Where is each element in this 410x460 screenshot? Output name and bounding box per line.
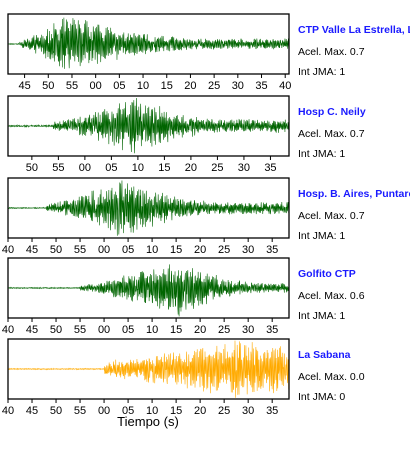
panel-5: 40 45 50 55 00 05 10 15 20 25 30 35 La Sabana Acel. M… [2, 338, 365, 417]
x-tick-label-3-3: 55 [74, 244, 86, 256]
x-tick-label-3-6: 10 [146, 244, 158, 256]
x-tick-label-2-9: 35 [264, 162, 276, 174]
x-tick-label-4-0: 40 [2, 324, 14, 336]
x-tick-label-1-2: 55 [66, 80, 78, 92]
x-tick-label-2-1: 55 [52, 162, 64, 174]
x-tick-label-5-6: 10 [146, 405, 158, 417]
x-tick-label-5-8: 20 [194, 405, 206, 417]
x-tick-label-1-3: 00 [90, 80, 102, 92]
x-tick-label-1-7: 20 [184, 80, 196, 92]
int-jma-4: Int JMA: 1 [298, 310, 345, 322]
panel-frame-1 [7, 13, 290, 75]
x-tick-label-5-7: 15 [170, 405, 182, 417]
int-jma-2: Int JMA: 1 [298, 148, 345, 160]
x-tick-label-1-6: 15 [161, 80, 173, 92]
x-axis-title: Tiempo (s) [117, 414, 179, 429]
x-tick-label-2-0: 50 [26, 162, 38, 174]
station-name-5: La Sabana [298, 349, 351, 361]
panel-3: 40 45 50 55 00 05 10 15 20 25 30 35 Hosp. B. Aires, … [2, 177, 410, 256]
acel-max-2: Acel. Max. 0.7 [298, 128, 365, 140]
panel-2: 50 55 00 05 10 15 20 25 30 35 Hosp C. Neily Acel. M… [7, 95, 366, 174]
x-tick-label-2-2: 00 [79, 162, 91, 174]
x-tick-label-4-3: 55 [74, 324, 86, 336]
x-tick-label-4-10: 30 [242, 324, 254, 336]
x-tick-label-1-8: 25 [208, 80, 220, 92]
station-name-4: Golfito CTP [298, 268, 356, 280]
panel-frame-3 [7, 177, 290, 239]
x-tick-label-3-7: 15 [170, 244, 182, 256]
x-tick-label-5-4: 00 [98, 405, 110, 417]
x-tick-label-4-1: 45 [26, 324, 38, 336]
station-name-3: Hosp. B. Aires, Puntare [298, 188, 410, 200]
station-name-1: CTP Valle La Estrella, L [298, 24, 410, 36]
x-tick-label-4-11: 35 [266, 324, 278, 336]
x-tick-label-1-4: 05 [113, 80, 125, 92]
x-tick-label-2-4: 10 [132, 162, 144, 174]
x-tick-label-1-10: 35 [255, 80, 267, 92]
waveform-trace-5 [7, 340, 290, 398]
x-tick-label-4-9: 25 [218, 324, 230, 336]
acel-max-5: Acel. Max. 0.0 [298, 371, 365, 383]
int-jma-5: Int JMA: 0 [298, 391, 345, 403]
x-tick-label-1-1: 50 [42, 80, 54, 92]
x-tick-label-5-9: 25 [218, 405, 230, 417]
x-tick-label-2-3: 05 [105, 162, 117, 174]
x-tick-label-1-11: 40 [279, 80, 291, 92]
x-tick-label-4-8: 20 [194, 324, 206, 336]
x-tick-label-2-7: 25 [211, 162, 223, 174]
x-tick-label-3-8: 20 [194, 244, 206, 256]
panel-4: 40 45 50 55 00 05 10 15 20 25 30 35 Golfito CTP Acel.… [2, 257, 365, 336]
waveform-trace-4 [7, 264, 290, 317]
waveform-trace-2 [7, 98, 290, 154]
x-tick-label-2-6: 20 [185, 162, 197, 174]
acel-max-4: Acel. Max. 0.6 [298, 290, 365, 302]
panel-frame-2 [7, 95, 290, 157]
waveform-trace-3 [7, 180, 290, 236]
panels-group: 45 50 55 00 05 10 15 20 25 30 35 40 CTP Valle La Est… [2, 13, 410, 417]
x-tick-label-3-11: 35 [266, 244, 278, 256]
int-jma-3: Int JMA: 1 [298, 230, 345, 242]
x-tick-label-1-0: 45 [18, 80, 30, 92]
x-tick-label-5-0: 40 [2, 405, 14, 417]
acel-max-3: Acel. Max. 0.7 [298, 210, 365, 222]
x-tick-label-3-0: 40 [2, 244, 14, 256]
x-tick-label-5-5: 05 [122, 405, 134, 417]
x-tick-label-3-1: 45 [26, 244, 38, 256]
x-tick-label-1-5: 10 [137, 80, 149, 92]
x-tick-label-4-6: 10 [146, 324, 158, 336]
x-tick-label-3-9: 25 [218, 244, 230, 256]
int-jma-1: Int JMA: 1 [298, 66, 345, 78]
x-tick-label-3-2: 50 [50, 244, 62, 256]
panel-frame-4 [7, 257, 290, 319]
waveform-trace-1 [7, 17, 290, 69]
x-tick-label-5-10: 30 [242, 405, 254, 417]
x-tick-label-2-5: 15 [158, 162, 170, 174]
station-name-2: Hosp C. Neily [298, 106, 366, 118]
x-tick-label-4-2: 50 [50, 324, 62, 336]
x-tick-label-4-7: 15 [170, 324, 182, 336]
panel-1: 45 50 55 00 05 10 15 20 25 30 35 40 CTP Valle La Est… [7, 13, 410, 92]
x-tick-label-1-9: 30 [232, 80, 244, 92]
x-tick-label-5-1: 45 [26, 405, 38, 417]
x-tick-label-2-8: 30 [238, 162, 250, 174]
x-tick-label-3-5: 05 [122, 244, 134, 256]
acel-max-1: Acel. Max. 0.7 [298, 46, 365, 58]
x-tick-label-5-3: 55 [74, 405, 86, 417]
x-tick-label-4-4: 00 [98, 324, 110, 336]
x-tick-label-5-11: 35 [266, 405, 278, 417]
x-tick-label-4-5: 05 [122, 324, 134, 336]
x-tick-label-3-10: 30 [242, 244, 254, 256]
x-tick-label-5-2: 50 [50, 405, 62, 417]
panel-frame-5 [7, 338, 290, 400]
x-tick-label-3-4: 00 [98, 244, 110, 256]
